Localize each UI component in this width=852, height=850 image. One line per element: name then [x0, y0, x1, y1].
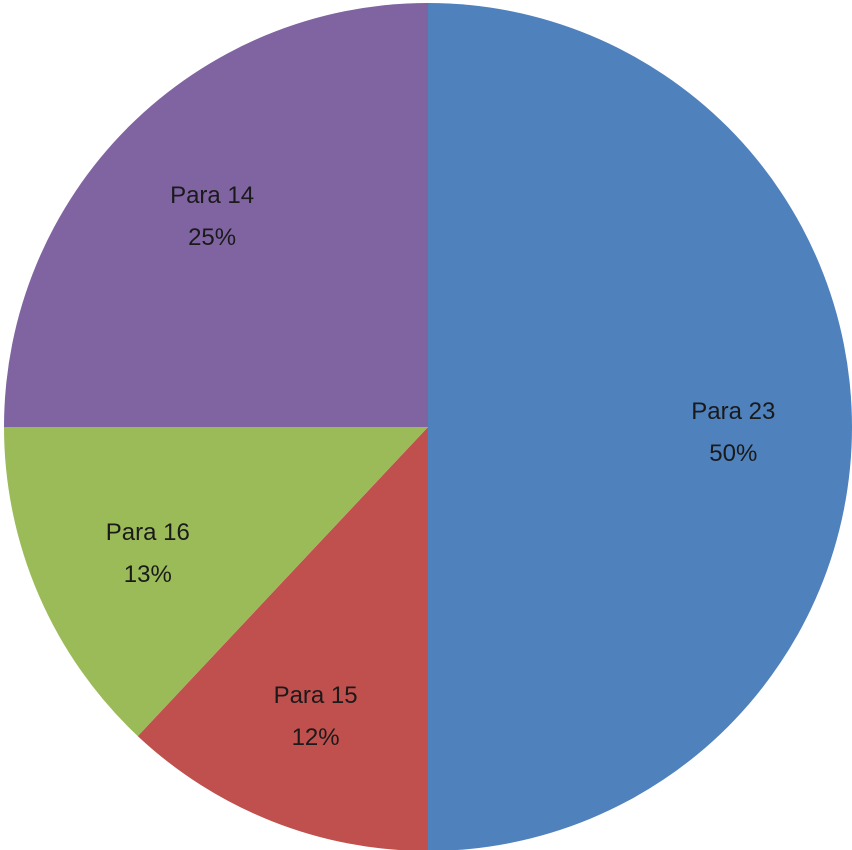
pie-slice-para-23	[428, 3, 852, 850]
slice-label-para-14: Para 14 25%	[170, 182, 254, 251]
pie-labels: Para 23 50% Para 15 12% Para 16 13% Para 14 25%	[106, 182, 776, 751]
slice-category-name: Para 23	[691, 398, 775, 425]
pie-slice-para-14	[4, 3, 428, 427]
slice-label-para-23: Para 23 50%	[691, 398, 775, 467]
pie-slices	[4, 3, 852, 850]
slice-percent-label: 12%	[292, 724, 340, 751]
slice-category-name: Para 15	[274, 682, 358, 709]
slice-category-name: Para 14	[170, 182, 254, 209]
slice-category-name: Para 16	[106, 519, 190, 546]
slice-percent-label: 25%	[188, 224, 236, 251]
pie-slice-para-16	[4, 427, 428, 737]
pie-slice-para-15	[137, 427, 428, 850]
slice-label-para-16: Para 16 13%	[106, 519, 190, 588]
slice-label-para-15: Para 15 12%	[274, 682, 358, 751]
slice-percent-label: 13%	[124, 561, 172, 588]
slice-percent-label: 50%	[709, 440, 757, 467]
